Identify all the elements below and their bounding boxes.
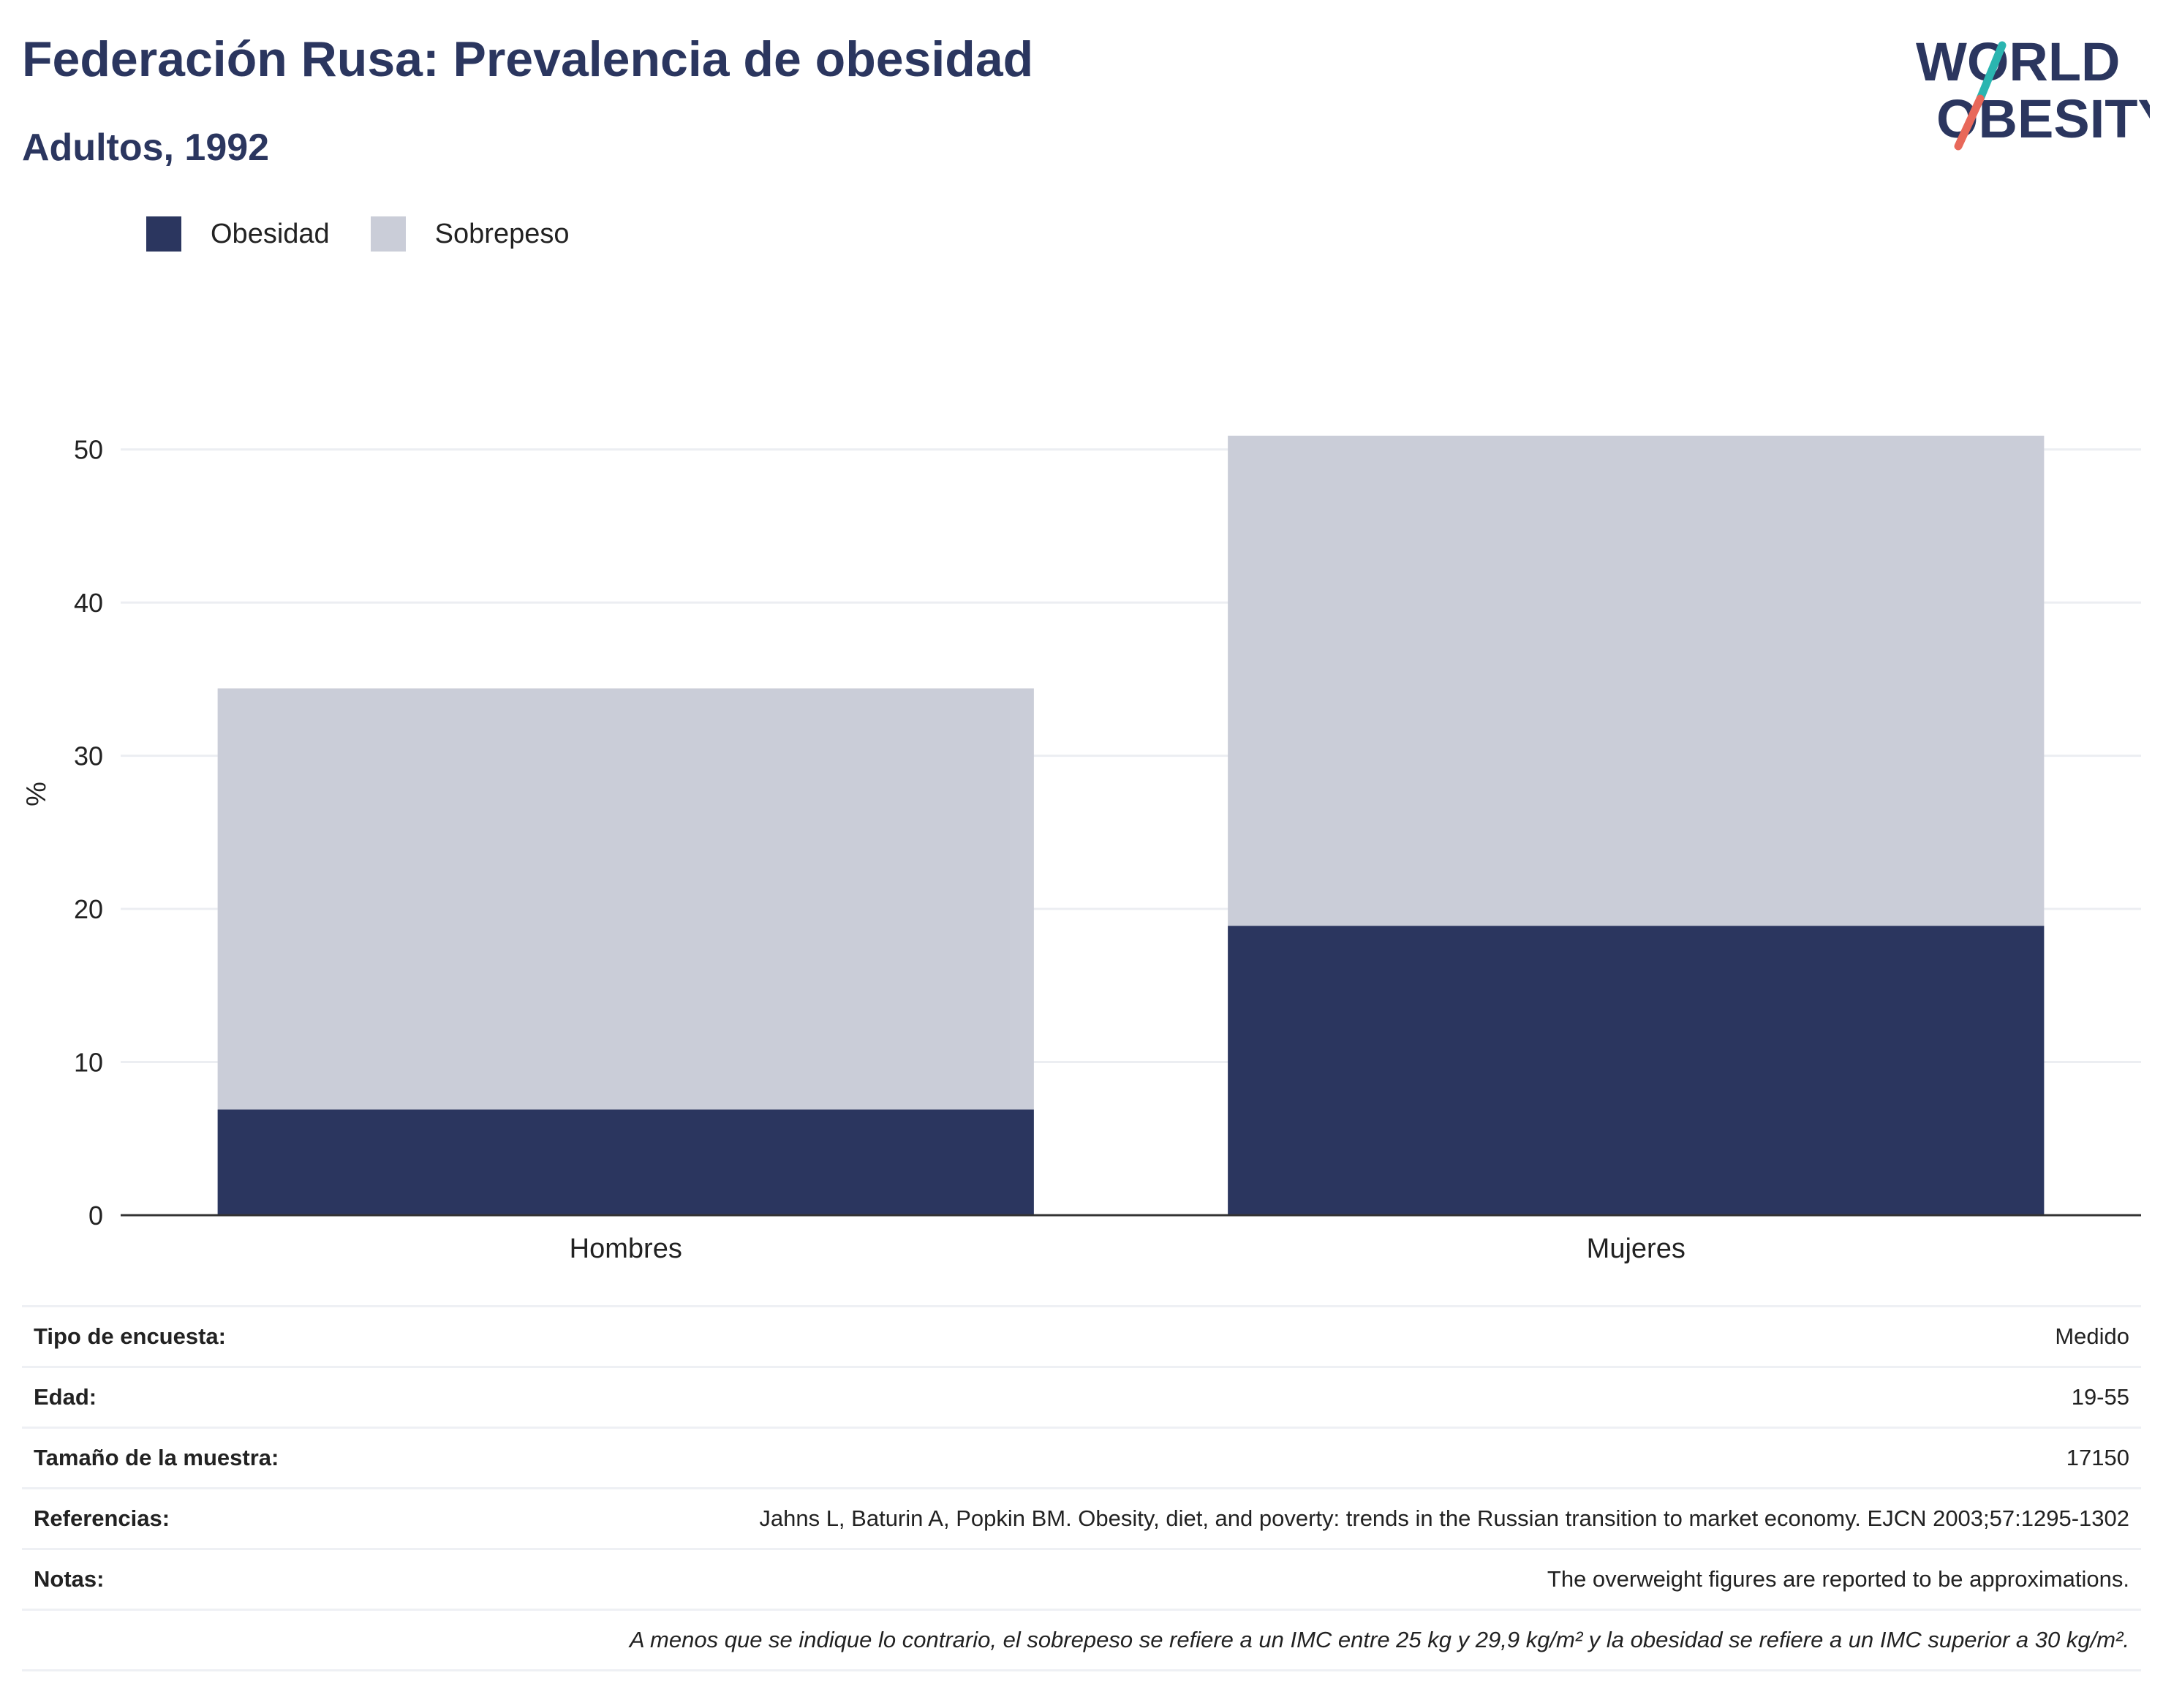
y-tick-label: 50: [74, 435, 103, 465]
info-key: Edad:: [34, 1384, 97, 1410]
y-axis-label: %: [21, 782, 52, 806]
y-tick-label: 40: [74, 588, 103, 618]
chart-legend: Obesidad Sobrepeso: [146, 216, 610, 252]
chart-subtitle: Adultos, 1992: [22, 126, 270, 169]
legend-swatch-sobrepeso: [370, 216, 406, 252]
info-row-edad: Edad: 19-55: [22, 1367, 2141, 1428]
footnote: A menos que se indique lo contrario, el …: [629, 1627, 2129, 1652]
logo-word-world: WORLD: [1916, 31, 2121, 92]
world-obesity-logo: WORLD OBESITY: [1916, 31, 2150, 151]
bar-obesidad-mujeres: [1228, 926, 2045, 1215]
info-key: Notas:: [34, 1566, 105, 1592]
info-key: Tipo de encuesta:: [34, 1323, 226, 1349]
info-row-notas: Notas: The overweight figures are report…: [22, 1549, 2141, 1610]
y-tick-label: 10: [74, 1048, 103, 1078]
x-tick-label: Mujeres: [1587, 1233, 1686, 1264]
legend-label-sobrepeso: Sobrepeso: [434, 218, 570, 249]
info-value: 17150: [2066, 1445, 2129, 1470]
legend-swatch-obesidad: [146, 216, 181, 252]
legend-item-obesidad[interactable]: Obesidad: [146, 216, 330, 252]
logo-slash-red: [1954, 94, 1985, 151]
bar-sobrepeso-hombres: [217, 688, 1034, 1110]
y-tick-label: 0: [88, 1201, 103, 1231]
bar-obesidad-hombres: [217, 1109, 1034, 1215]
info-value: The overweight figures are reported to b…: [1547, 1566, 2129, 1592]
y-tick-label: 20: [74, 894, 103, 924]
x-tick-label: Hombres: [570, 1233, 682, 1264]
logo-slash-teal: [1976, 41, 2007, 103]
survey-info-table: Tipo de encuesta: Medido Edad: 19-55 Tam…: [22, 1305, 2141, 1671]
info-key: Referencias:: [34, 1505, 170, 1531]
info-value: Jahns L, Baturin A, Popkin BM. Obesity, …: [759, 1505, 2129, 1531]
bar-sobrepeso-mujeres: [1228, 435, 2045, 926]
info-value: Medido: [2055, 1323, 2129, 1349]
info-key: Tamaño de la muestra:: [34, 1445, 279, 1470]
info-row-tipo: Tipo de encuesta: Medido: [22, 1306, 2141, 1367]
info-row-muestra: Tamaño de la muestra: 17150: [22, 1427, 2141, 1489]
info-value: 19-55: [2071, 1384, 2129, 1410]
legend-label-obesidad: Obesidad: [211, 218, 330, 249]
y-tick-label: 30: [74, 741, 103, 771]
chart-title: Federación Rusa: Prevalencia de obesidad: [22, 31, 1034, 87]
info-row-footnote: A menos que se indique lo contrario, el …: [22, 1609, 2141, 1671]
stacked-bar-chart: 0 10 20 30 40 50% Hombres Mujeres: [21, 435, 2141, 1264]
legend-item-sobrepeso[interactable]: Sobrepeso: [370, 216, 570, 252]
info-row-referencias: Referencias: Jahns L, Baturin A, Popkin …: [22, 1488, 2141, 1549]
